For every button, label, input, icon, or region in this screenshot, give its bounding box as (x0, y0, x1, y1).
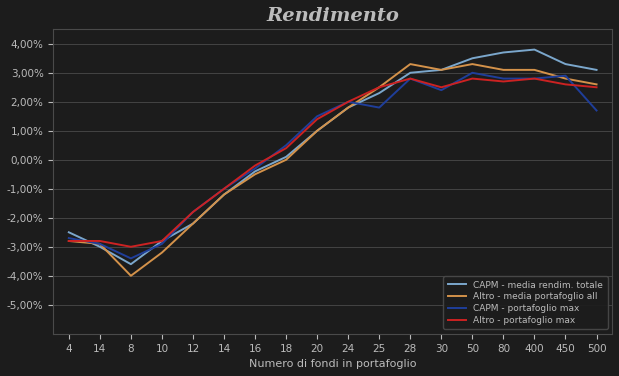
Altro - portafoglio max (500, 79, 507, 84)
Altro - media portafoglio all (438, 68, 445, 72)
CAPM - portafoglio max (345, 100, 352, 104)
CAPM - portafoglio max (500, 76, 507, 81)
CAPM - portafoglio max (438, 88, 445, 92)
Altro - portafoglio max (313, 117, 321, 121)
CAPM - media rendim. totale (282, 155, 290, 159)
Altro - portafoglio max (96, 239, 103, 243)
CAPM - media rendim. totale (189, 221, 197, 226)
CAPM - media rendim. totale (158, 239, 166, 243)
CAPM - portafoglio max (189, 210, 197, 214)
CAPM - portafoglio max (251, 166, 259, 171)
Altro - media portafoglio all (500, 68, 507, 72)
Altro - media portafoglio all (313, 129, 321, 133)
Altro - media portafoglio all (127, 273, 134, 278)
Altro - portafoglio max (407, 76, 414, 81)
Legend: CAPM - media rendim. totale, Altro - media portafoglio all, CAPM - portafoglio m: CAPM - media rendim. totale, Altro - med… (443, 276, 607, 329)
Altro - media portafoglio all (158, 250, 166, 255)
CAPM - portafoglio max (376, 105, 383, 110)
Altro - media portafoglio all (96, 242, 103, 246)
Line: CAPM - media rendim. totale: CAPM - media rendim. totale (69, 50, 597, 264)
CAPM - portafoglio max (469, 71, 476, 75)
Altro - media portafoglio all (593, 82, 600, 86)
Altro - portafoglio max (65, 239, 72, 243)
Altro - media portafoglio all (220, 192, 228, 197)
Altro - portafoglio max (189, 210, 197, 214)
Altro - portafoglio max (251, 163, 259, 168)
Altro - media portafoglio all (562, 76, 569, 81)
Title: Rendimento: Rendimento (266, 7, 399, 25)
Altro - portafoglio max (345, 100, 352, 104)
CAPM - media rendim. totale (127, 262, 134, 267)
CAPM - media rendim. totale (313, 129, 321, 133)
Altro - media portafoglio all (251, 172, 259, 177)
CAPM - portafoglio max (96, 242, 103, 246)
CAPM - media rendim. totale (500, 50, 507, 55)
CAPM - portafoglio max (313, 114, 321, 118)
CAPM - portafoglio max (562, 73, 569, 78)
Line: CAPM - portafoglio max: CAPM - portafoglio max (69, 73, 597, 258)
CAPM - portafoglio max (127, 256, 134, 261)
CAPM - media rendim. totale (345, 105, 352, 110)
CAPM - portafoglio max (220, 186, 228, 191)
Altro - media portafoglio all (282, 158, 290, 162)
X-axis label: Numero di fondi in portafoglio: Numero di fondi in portafoglio (249, 359, 417, 369)
Altro - portafoglio max (127, 244, 134, 249)
CAPM - media rendim. totale (593, 68, 600, 72)
Altro - portafoglio max (593, 85, 600, 89)
CAPM - media rendim. totale (407, 71, 414, 75)
Altro - media portafoglio all (65, 239, 72, 243)
CAPM - media rendim. totale (96, 244, 103, 249)
Altro - portafoglio max (376, 85, 383, 89)
CAPM - portafoglio max (282, 143, 290, 147)
CAPM - media rendim. totale (65, 230, 72, 235)
Altro - portafoglio max (220, 186, 228, 191)
CAPM - portafoglio max (65, 236, 72, 240)
Altro - media portafoglio all (407, 62, 414, 66)
CAPM - media rendim. totale (469, 56, 476, 61)
Altro - portafoglio max (438, 85, 445, 89)
Altro - media portafoglio all (530, 68, 538, 72)
Line: Altro - portafoglio max: Altro - portafoglio max (69, 79, 597, 247)
Altro - media portafoglio all (469, 62, 476, 66)
Altro - portafoglio max (530, 76, 538, 81)
Altro - media portafoglio all (189, 221, 197, 226)
CAPM - media rendim. totale (530, 47, 538, 52)
CAPM - media rendim. totale (251, 169, 259, 174)
CAPM - portafoglio max (593, 108, 600, 113)
CAPM - media rendim. totale (376, 91, 383, 96)
CAPM - portafoglio max (158, 242, 166, 246)
Altro - portafoglio max (158, 239, 166, 243)
CAPM - media rendim. totale (438, 68, 445, 72)
CAPM - media rendim. totale (220, 192, 228, 197)
CAPM - portafoglio max (407, 76, 414, 81)
Line: Altro - media portafoglio all: Altro - media portafoglio all (69, 64, 597, 276)
Altro - portafoglio max (562, 82, 569, 86)
CAPM - portafoglio max (530, 76, 538, 81)
CAPM - media rendim. totale (562, 62, 569, 66)
Altro - portafoglio max (282, 146, 290, 150)
Altro - media portafoglio all (376, 85, 383, 89)
Altro - portafoglio max (469, 76, 476, 81)
Altro - media portafoglio all (345, 105, 352, 110)
